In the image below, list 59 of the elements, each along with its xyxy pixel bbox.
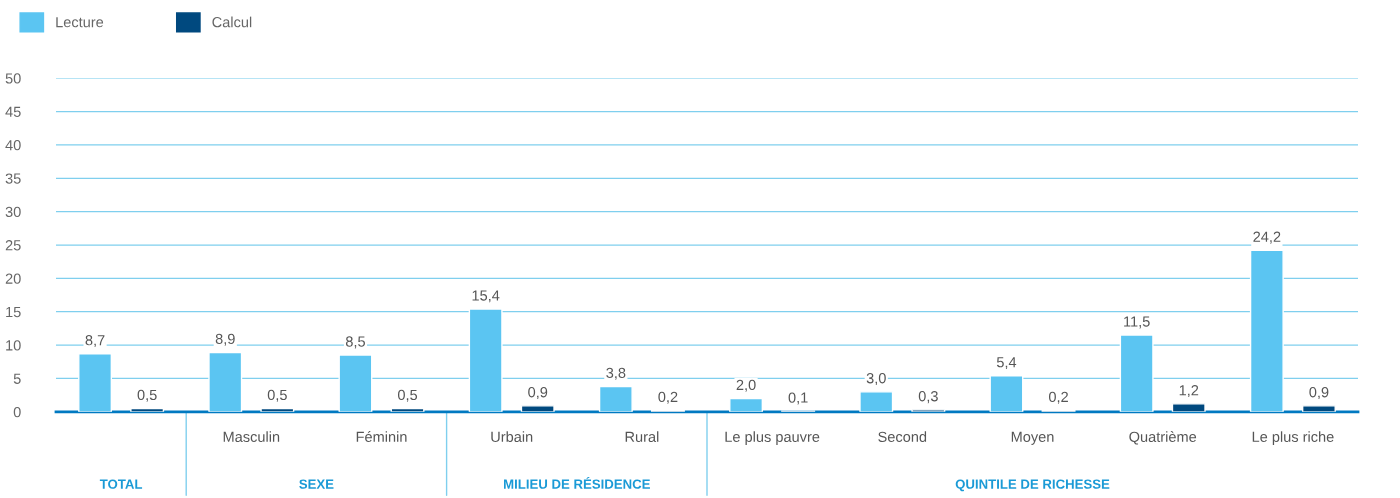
bar [468,308,503,412]
text: SEXE [299,479,334,489]
bar [598,385,633,412]
bar [859,391,894,412]
data-label: 1,2 [1179,385,1199,398]
data-label: 8,9 [215,333,235,346]
bar [729,397,764,412]
y-tick-label: 50 [5,73,21,84]
data-label: 8,5 [345,336,365,349]
legend-label: Calcul [212,16,252,28]
y-tick-label: 5 [13,373,21,384]
y-tick-label: 40 [5,140,21,151]
x-tick-label: Le plus pauvre [725,431,820,445]
data-label: 0,1 [788,392,808,405]
data-label: 15,4 [472,290,500,303]
x-tick-label: Urbain [491,431,533,442]
text: QUINTILE DE RICHESSE [955,479,1110,492]
y-tick-label: 30 [5,206,21,218]
data-label: 24,2 [1253,231,1281,244]
x-tick-label: Le plus riche [1252,431,1334,445]
data-label: 3,8 [606,367,626,380]
x-tick-label: Second [878,431,927,442]
data-label: 0,2 [658,391,678,404]
bar [1249,249,1284,412]
bar [208,351,243,412]
legend-label: Lecture [56,17,104,28]
bar [520,405,555,412]
data-label: 0,5 [137,389,157,402]
data-label: 8,7 [85,335,105,348]
x-tick-label: Quatrième [1129,431,1197,445]
y-tick-label: 25 [5,240,21,251]
data-label: 0,5 [267,389,287,402]
bar [78,353,113,412]
bar [1119,334,1154,412]
y-tick-label: 35 [5,173,21,184]
y-tick-label: 10 [6,340,21,351]
data-label: 5,4 [996,357,1017,370]
bar [338,354,373,412]
y-tick-label: 15 [6,307,21,318]
data-label: 0,5 [397,389,418,402]
text: TOTAL [99,479,143,489]
data-label: 3,0 [866,373,886,386]
x-tick-label: Rural [625,431,659,442]
x-tick-label: Moyen [1011,431,1054,445]
y-tick-label: 45 [5,106,21,117]
data-label: 0,9 [1309,387,1329,400]
data-label: 2,0 [736,379,756,392]
y-tick-label: 0 [13,406,21,418]
x-tick-label: Masculin [223,431,280,442]
data-label: 0,2 [1048,391,1068,404]
bar [1171,403,1206,412]
y-tick-label: 20 [5,273,21,284]
data-label: 11,5 [1124,316,1150,329]
bar [989,375,1024,412]
data-label: 0,9 [528,387,548,400]
text: MILIEU DE RÉSIDENCE [504,476,650,489]
x-tick-label: Féminin [356,431,407,442]
bar [1301,405,1336,412]
data-label: 0,3 [918,391,938,404]
